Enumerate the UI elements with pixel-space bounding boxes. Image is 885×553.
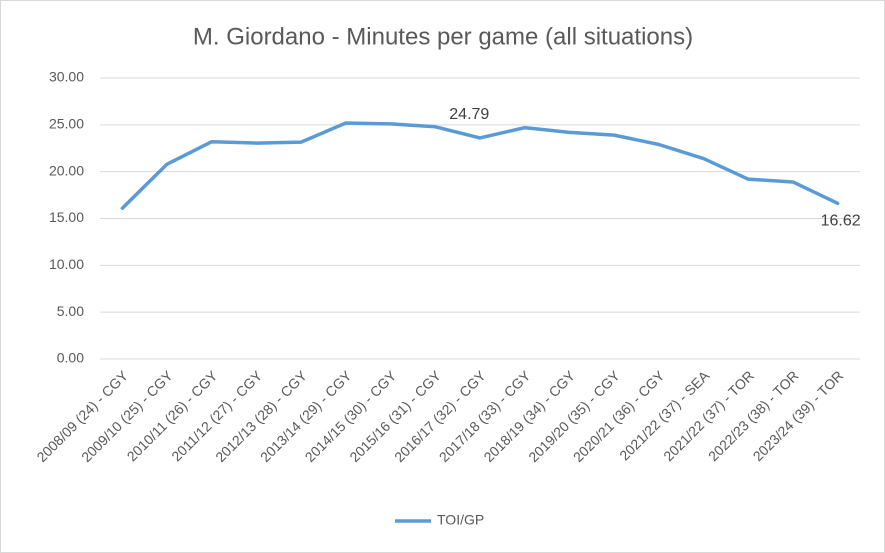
data-label: 16.62 <box>821 213 861 230</box>
y-tick-label: 10.00 <box>49 256 84 272</box>
y-tick-label: 25.00 <box>49 116 84 132</box>
y-tick-label: 15.00 <box>49 209 84 225</box>
series-line <box>120 121 840 210</box>
legend-label: TOI/GP <box>437 512 484 528</box>
y-tick-label: 5.00 <box>57 303 84 319</box>
data-label: 24.79 <box>449 106 489 123</box>
y-tick-label: 0.00 <box>57 350 84 366</box>
chart-title: M. Giordano - Minutes per game (all situ… <box>193 23 693 50</box>
y-tick-label: 30.00 <box>49 69 84 85</box>
y-tick-label: 20.00 <box>49 162 84 178</box>
